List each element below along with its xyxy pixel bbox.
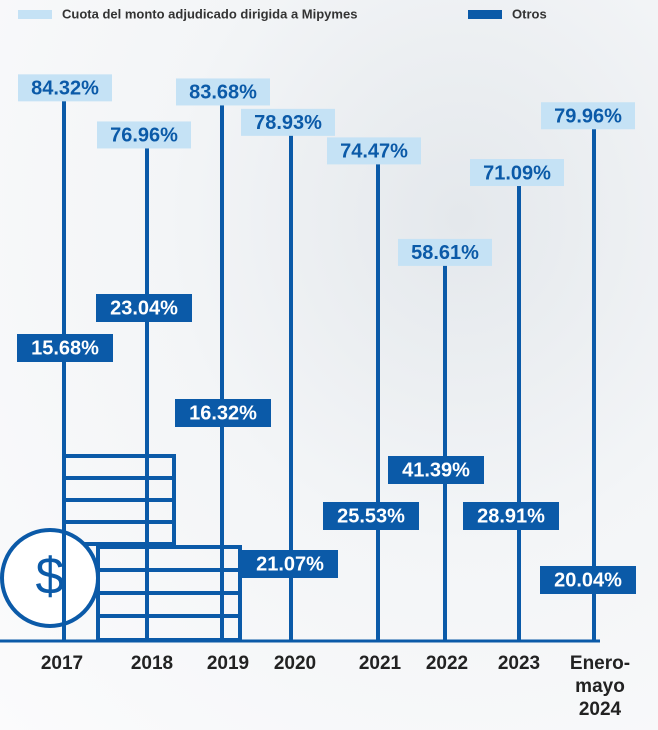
- dark-label-box: [323, 502, 419, 530]
- legend-swatch: [18, 10, 52, 19]
- x-tick-label: 2023: [497, 653, 541, 674]
- dark-value-label: 23.04%: [110, 297, 178, 319]
- light-value-label: 58.61%: [411, 242, 479, 264]
- x-tick-label: 2020: [273, 653, 317, 674]
- legend-label: Otros: [512, 6, 547, 21]
- money-icon: $: [0, 454, 242, 642]
- light-label-box: [398, 238, 492, 266]
- dark-label-box: [17, 334, 113, 362]
- light-label-box: [470, 159, 564, 187]
- light-label-box: [18, 74, 112, 102]
- light-label-box: [241, 108, 335, 136]
- legend-label: Cuota del monto adjudicado dirigida a Mi…: [62, 6, 357, 21]
- dark-value-label: 25.53%: [337, 505, 405, 527]
- legend-swatch: [468, 10, 502, 19]
- x-tick-label: Enero-mayo 2024: [569, 653, 631, 720]
- dark-label-box: [175, 399, 271, 427]
- dark-label-box: [540, 566, 636, 594]
- dark-value-label: 16.32%: [189, 402, 257, 424]
- dark-value-label: 41.39%: [402, 459, 470, 481]
- dark-label-box: [388, 456, 484, 484]
- dark-value-label: 28.91%: [477, 505, 545, 527]
- light-value-label: 79.96%: [554, 106, 622, 128]
- x-tick-label: 2018: [130, 653, 174, 674]
- dark-value-label: 15.68%: [31, 337, 99, 359]
- light-value-label: 76.96%: [110, 125, 178, 147]
- legend: Cuota del monto adjudicado dirigida a Mi…: [18, 6, 547, 21]
- svg-text:$: $: [36, 548, 65, 606]
- dark-label-box: [242, 550, 338, 578]
- light-value-label: 78.93%: [254, 112, 322, 134]
- x-tick-label: 2022: [425, 653, 469, 674]
- x-tick-label: 2021: [358, 653, 402, 674]
- x-tick-label: 2019: [206, 653, 250, 674]
- dark-value-label: 21.07%: [256, 553, 324, 575]
- light-value-label: 71.09%: [483, 162, 551, 184]
- x-tick-label: 2017: [40, 653, 84, 674]
- light-label-box: [97, 121, 191, 149]
- dark-value-label: 20.04%: [554, 569, 622, 591]
- light-label-box: [327, 137, 421, 165]
- light-label-box: [176, 78, 270, 106]
- light-value-label: 83.68%: [189, 82, 257, 104]
- dark-label-box: [96, 294, 192, 322]
- light-label-box: [541, 102, 635, 130]
- dark-label-box: [463, 502, 559, 530]
- light-value-label: 74.47%: [340, 141, 408, 163]
- light-value-label: 84.32%: [31, 78, 99, 100]
